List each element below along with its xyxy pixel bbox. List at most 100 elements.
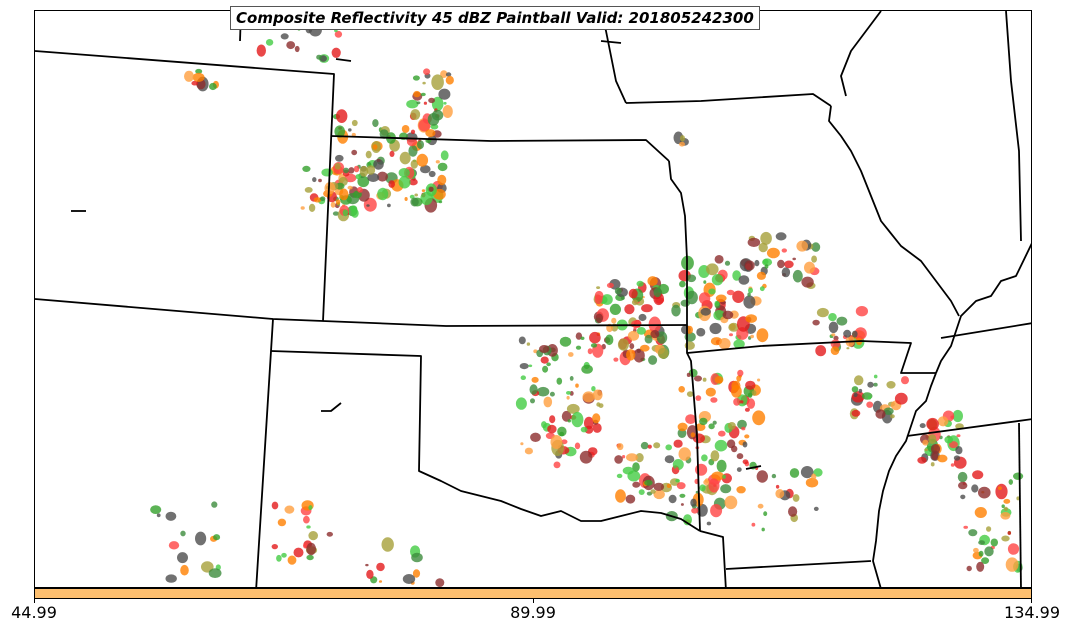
- reflectivity-blob: [737, 419, 747, 430]
- lake-3: [745, 465, 762, 470]
- reflectivity-blob: [724, 495, 738, 510]
- reflectivity-blob: [714, 300, 720, 307]
- reflectivity-blob: [300, 206, 305, 210]
- reflectivity-blob: [714, 439, 728, 452]
- reflectivity-blob: [775, 484, 780, 489]
- reflectivity-blob: [653, 442, 661, 449]
- reflectivity-blob: [978, 550, 984, 557]
- reflectivity-blob: [1013, 472, 1024, 480]
- reflectivity-blob: [811, 473, 817, 481]
- reflectivity-blob: [336, 109, 348, 123]
- reflectivity-blob: [702, 377, 707, 382]
- reflectivity-blob: [628, 288, 638, 299]
- reflectivity-blob: [355, 174, 361, 180]
- reflectivity-blob: [335, 199, 341, 205]
- reflectivity-blob: [372, 119, 379, 128]
- reflectivity-blob: [277, 518, 287, 527]
- reflectivity-blob: [343, 167, 349, 174]
- reflectivity-blob: [326, 531, 333, 537]
- reflectivity-blob: [788, 506, 798, 517]
- colorbar-max-label: 134.99: [1004, 603, 1060, 622]
- reflectivity-blob: [408, 145, 418, 157]
- reflectivity-blob: [195, 531, 207, 546]
- reflectivity-blob: [575, 383, 579, 388]
- reflectivity-blob: [208, 568, 222, 578]
- reflectivity-blob: [412, 75, 420, 81]
- reflectivity-blob: [372, 144, 378, 150]
- reflectivity-blob: [750, 334, 754, 339]
- lake-4: [335, 58, 352, 62]
- reflectivity-blob: [816, 307, 829, 318]
- reflectivity-blob: [955, 423, 964, 430]
- reflectivity-blob: [629, 343, 635, 350]
- reflectivity-blob: [413, 90, 421, 98]
- reflectivity-blob: [1005, 557, 1019, 572]
- reflectivity-blob: [711, 471, 724, 481]
- reflectivity-blob: [963, 525, 968, 529]
- reflectivity-blob: [736, 467, 742, 472]
- reflectivity-blob: [742, 459, 749, 465]
- reflectivity-blob: [867, 381, 874, 388]
- reflectivity-blob: [971, 484, 979, 493]
- reflectivity-blob: [760, 231, 772, 245]
- reflectivity-blob: [546, 362, 551, 367]
- reflectivity-blob: [699, 484, 706, 492]
- reflectivity-blob: [376, 562, 385, 572]
- reflectivity-blob: [695, 463, 708, 476]
- reflectivity-blob: [638, 489, 645, 495]
- reflectivity-blob: [377, 171, 388, 182]
- reflectivity-blob: [594, 294, 603, 305]
- reflectivity-blob: [435, 578, 445, 587]
- reflectivity-blob: [195, 68, 203, 74]
- reflectivity-blob: [421, 189, 426, 193]
- reflectivity-blob: [388, 180, 396, 188]
- reflectivity-blob: [714, 254, 724, 264]
- reflectivity-blob: [883, 407, 894, 415]
- reflectivity-blob: [568, 352, 574, 357]
- reflectivity-blob: [351, 119, 358, 127]
- reflectivity-blob: [381, 537, 394, 552]
- reflectivity-blob: [666, 483, 672, 488]
- reflectivity-blob: [624, 304, 635, 315]
- reflectivity-blob: [437, 174, 447, 186]
- reflectivity-blob: [596, 286, 601, 289]
- reflectivity-blob: [657, 347, 669, 359]
- map-panel: [34, 10, 1032, 588]
- colorado-border: [35, 50, 335, 322]
- reflectivity-blob: [930, 462, 935, 467]
- reflectivity-blob: [695, 423, 706, 431]
- reflectivity-blob: [435, 160, 440, 164]
- reflectivity-blob: [972, 470, 984, 480]
- reflectivity-blob: [1000, 512, 1011, 520]
- reflectivity-blob: [635, 453, 644, 463]
- reflectivity-blob: [566, 391, 571, 395]
- reflectivity-blob: [978, 540, 985, 545]
- reflectivity-blob: [425, 129, 436, 138]
- reflectivity-blob: [351, 132, 356, 137]
- reflectivity-blob: [739, 400, 744, 404]
- reflectivity-blob: [950, 463, 955, 467]
- reflectivity-blob: [553, 461, 561, 469]
- reflectivity-blob: [812, 319, 820, 326]
- reflectivity-blob: [917, 456, 927, 464]
- reflectivity-blob: [549, 391, 555, 397]
- reflectivity-blob: [698, 292, 711, 305]
- reflectivity-blob: [365, 563, 369, 567]
- wisconsin-border: [600, 40, 622, 44]
- reflectivity-blob: [168, 541, 180, 550]
- reflectivity-blob: [890, 414, 895, 419]
- reflectivity-blob: [686, 372, 691, 377]
- reflectivity-blob: [412, 569, 421, 578]
- reflectivity-blob: [567, 419, 571, 423]
- reflectivity-blob: [894, 392, 908, 405]
- reflectivity-blob: [981, 557, 990, 564]
- reflectivity-blob: [716, 459, 727, 473]
- reflectivity-blob: [679, 493, 686, 498]
- reflectivity-blob: [428, 170, 436, 178]
- reflectivity-blob: [956, 434, 961, 438]
- reflectivity-blob: [811, 255, 817, 263]
- reflectivity-blob: [715, 294, 727, 303]
- reflectivity-blob: [813, 468, 823, 477]
- lake-2: [321, 402, 342, 412]
- reflectivity-blob: [420, 92, 426, 97]
